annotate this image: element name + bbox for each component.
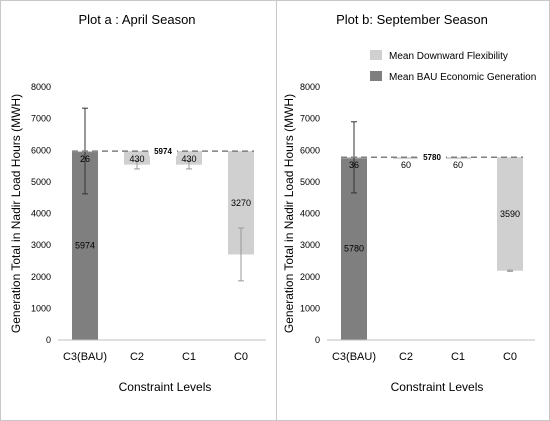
plot-a-bar-flex [124, 151, 150, 165]
plot-a-data-label: 3270 [231, 198, 251, 208]
plot-a-x-axis-label: Constraint Levels [119, 380, 212, 394]
plot-b-y-tick-label: 6000 [300, 145, 320, 155]
plot-a-data-label: 26 [80, 154, 90, 164]
plot-a-y-tick-label: 8000 [31, 82, 51, 92]
plot-b-y-tick-label: 4000 [300, 209, 320, 219]
plot-b-y-tick-label: 3000 [300, 240, 320, 250]
plot-b-data-label: 3590 [500, 209, 520, 219]
plot-b-data-label: 5780 [344, 244, 364, 254]
legend-label: Mean Downward Flexibility [389, 51, 508, 62]
plot-a-title: Plot a : April Season [78, 12, 195, 27]
plot-b-y-axis-label: Generation Total in Nadir Load Hours (MW… [282, 94, 296, 333]
plot-a-y-tick-label: 2000 [31, 272, 51, 282]
plot-a-y-tick-label: 1000 [31, 303, 51, 313]
plot-a-y-tick-label: 3000 [31, 240, 51, 250]
plot-b-bar-flex [445, 157, 471, 160]
plot-b-x-tick-label: C2 [399, 351, 413, 363]
plot-b-title: Plot b: September Season [336, 12, 488, 27]
plot-b-y-tick-label: 0 [315, 335, 320, 345]
plot-b-data-label: 60 [453, 160, 463, 170]
plot-b-y-tick-label: 2000 [300, 272, 320, 282]
plot-b-bar-flex [497, 157, 523, 271]
plot-a-y-tick-label: 5000 [31, 177, 51, 187]
plot-a-y-axis-label: Generation Total in Nadir Load Hours (MW… [9, 94, 23, 333]
plot-a-reference-label-bg [149, 145, 177, 157]
plot-b-x-tick-label: C3(BAU) [332, 351, 376, 363]
plot-b-data-label: 36 [349, 160, 359, 170]
plot-b-y-tick-label: 8000 [300, 82, 320, 92]
legend-label: Mean BAU Economic Generation [389, 72, 536, 83]
legend-swatch [370, 71, 382, 81]
plot-a-y-tick-label: 6000 [31, 145, 51, 155]
plot-b-y-tick-label: 7000 [300, 114, 320, 124]
plot-a-y-tick-label: 0 [46, 335, 51, 345]
plot-b-reference-label: 5780 [423, 153, 441, 162]
plot-b-data-label: 60 [401, 160, 411, 170]
legend-swatch [370, 50, 382, 60]
plot-a-data-label: 430 [181, 154, 196, 164]
plot-b-y-tick-label: 1000 [300, 303, 320, 313]
plot-b-x-tick-label: C1 [451, 351, 465, 363]
plot-b-y-tick-label: 5000 [300, 177, 320, 187]
plot-a-reference-label: 5974 [154, 147, 172, 156]
plot-b-x-axis-label: Constraint Levels [391, 380, 484, 394]
plot-a-y-tick-label: 7000 [31, 114, 51, 124]
plot-a-y-tick-label: 4000 [31, 209, 51, 219]
plot-b-x-tick-label: C0 [503, 351, 517, 363]
plot-b-bar-flex [393, 157, 419, 160]
plot-a-bar-flex [176, 151, 202, 165]
plot-a-x-tick-label: C0 [234, 351, 248, 363]
plot-a-x-tick-label: C3(BAU) [63, 351, 107, 363]
plot-a-x-tick-label: C1 [182, 351, 196, 363]
plot-a-data-label: 5974 [75, 241, 95, 251]
plot-b-reference-label-bg [418, 151, 446, 163]
plot-a-x-tick-label: C2 [130, 351, 144, 363]
plot-a-data-label: 430 [129, 154, 144, 164]
